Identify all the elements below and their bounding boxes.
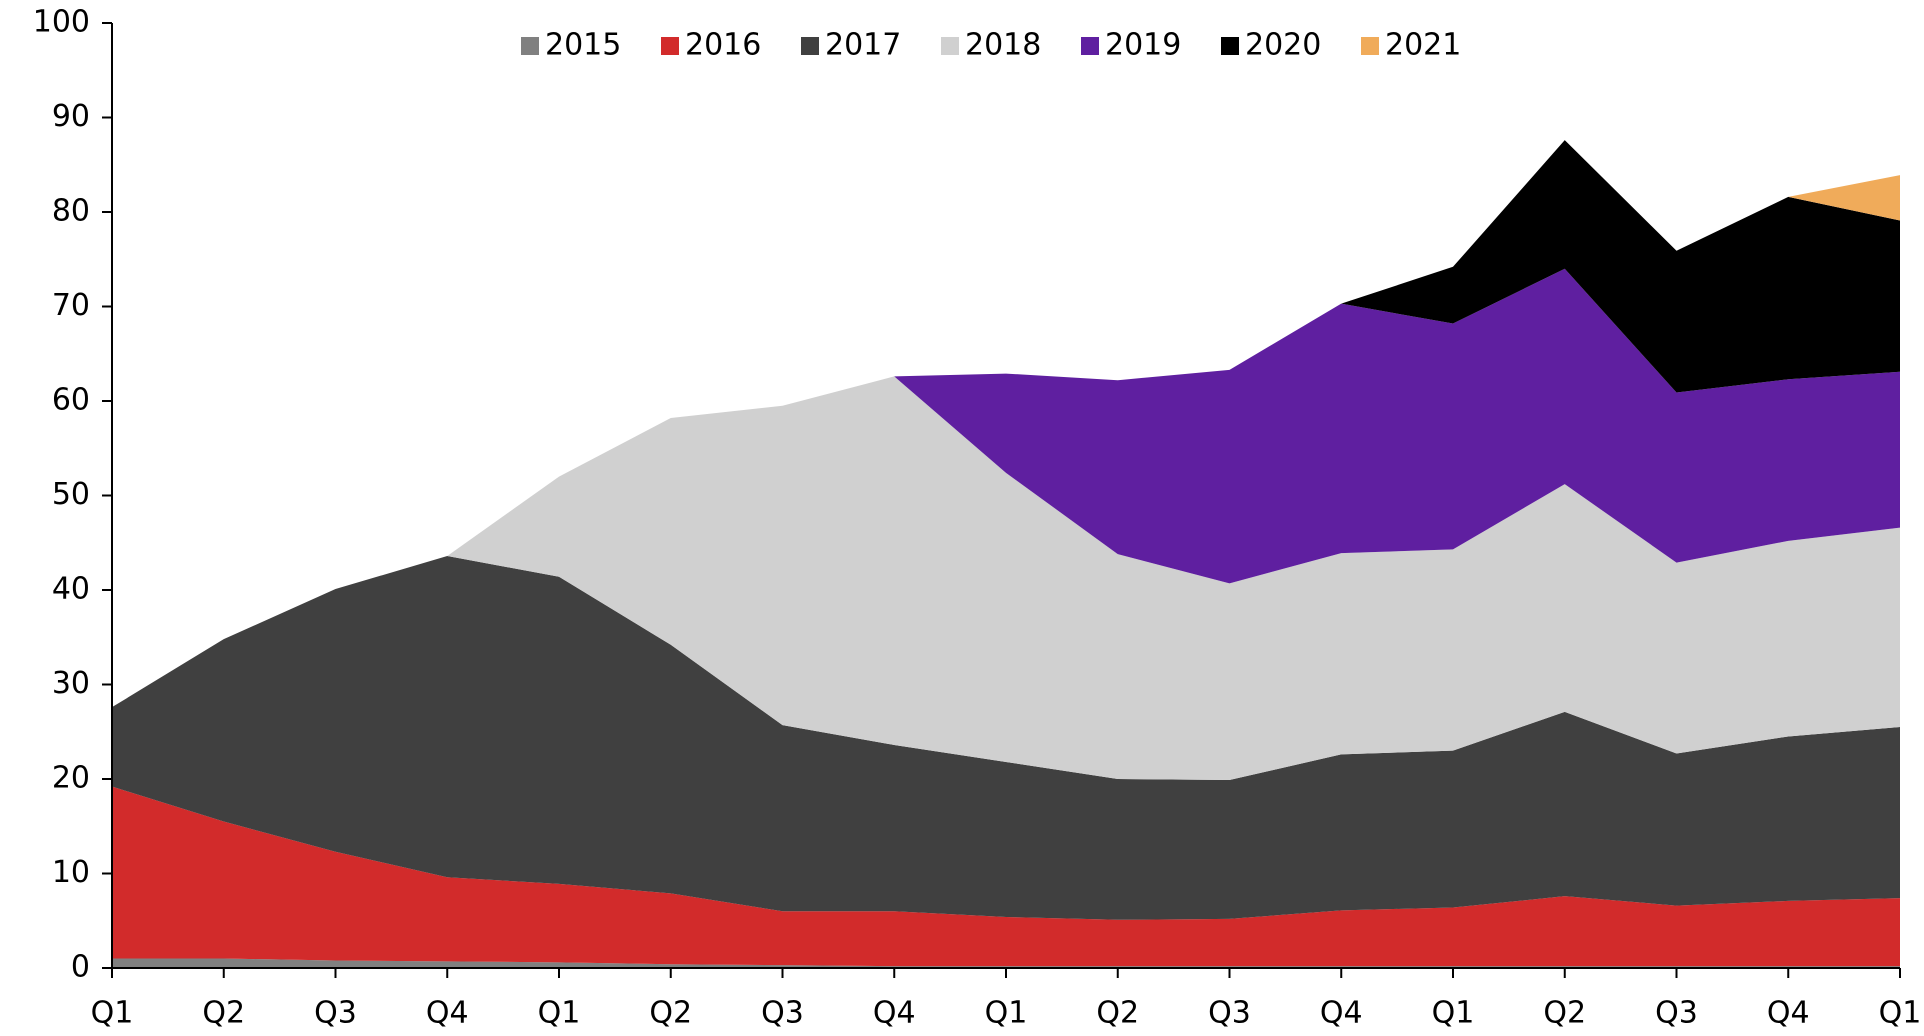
- legend-label: 2018: [965, 28, 1041, 63]
- x-tick-label: Q1: [1879, 996, 1922, 1031]
- y-tick-label: 20: [52, 761, 90, 796]
- area: [112, 786, 1900, 967]
- x-tick-label: Q2: [649, 996, 692, 1031]
- y-tick-label: 80: [52, 194, 90, 229]
- x-tick-label: Q1: [1432, 996, 1475, 1031]
- x-tick-label: Q2: [1096, 996, 1139, 1031]
- x-tick-label: Q3: [761, 996, 804, 1031]
- y-tick-label: 40: [52, 572, 90, 607]
- area: [112, 268, 1900, 708]
- x-tick-label: Q3: [1208, 996, 1251, 1031]
- x-tick-label: Q4: [426, 996, 469, 1031]
- legend-swatch: [1221, 37, 1239, 55]
- legend-label: 2021: [1385, 28, 1461, 63]
- y-tick-label: 60: [52, 383, 90, 418]
- legend-label: 2020: [1245, 28, 1321, 63]
- x-tick-label: Q4: [873, 996, 916, 1031]
- legend-swatch: [661, 37, 679, 55]
- y-tick-label: 90: [52, 99, 90, 134]
- x-tick-label: Q4: [1767, 996, 1810, 1031]
- legend-label: 2016: [685, 28, 761, 63]
- y-tick-label: 30: [52, 666, 90, 701]
- x-tick-label: Q1: [538, 996, 581, 1031]
- legend-label: 2019: [1105, 28, 1181, 63]
- y-tick-label: 0: [71, 950, 90, 985]
- x-tick-label: Q1: [985, 996, 1028, 1031]
- x-tick-label: Q3: [1655, 996, 1698, 1031]
- y-tick-label: 10: [52, 855, 90, 890]
- y-tick-label: 50: [52, 477, 90, 512]
- legend-swatch: [941, 37, 959, 55]
- y-tick-label: 100: [33, 5, 90, 40]
- legend-label: 2015: [545, 28, 621, 63]
- x-tick-label: Q3: [314, 996, 357, 1031]
- area: [112, 376, 1900, 780]
- x-tick-label: Q2: [1543, 996, 1586, 1031]
- x-tick-label: Q4: [1320, 996, 1363, 1031]
- x-tick-label: Q1: [91, 996, 134, 1031]
- legend-swatch: [521, 37, 539, 55]
- area: [112, 555, 1900, 920]
- area: [112, 140, 1900, 708]
- area: [112, 958, 1900, 968]
- y-tick-label: 70: [52, 288, 90, 323]
- legend-swatch: [1361, 37, 1379, 55]
- legend-swatch: [1081, 37, 1099, 55]
- legend-label: 2017: [825, 28, 901, 63]
- x-tick-label: Q2: [202, 996, 245, 1031]
- legend-swatch: [801, 37, 819, 55]
